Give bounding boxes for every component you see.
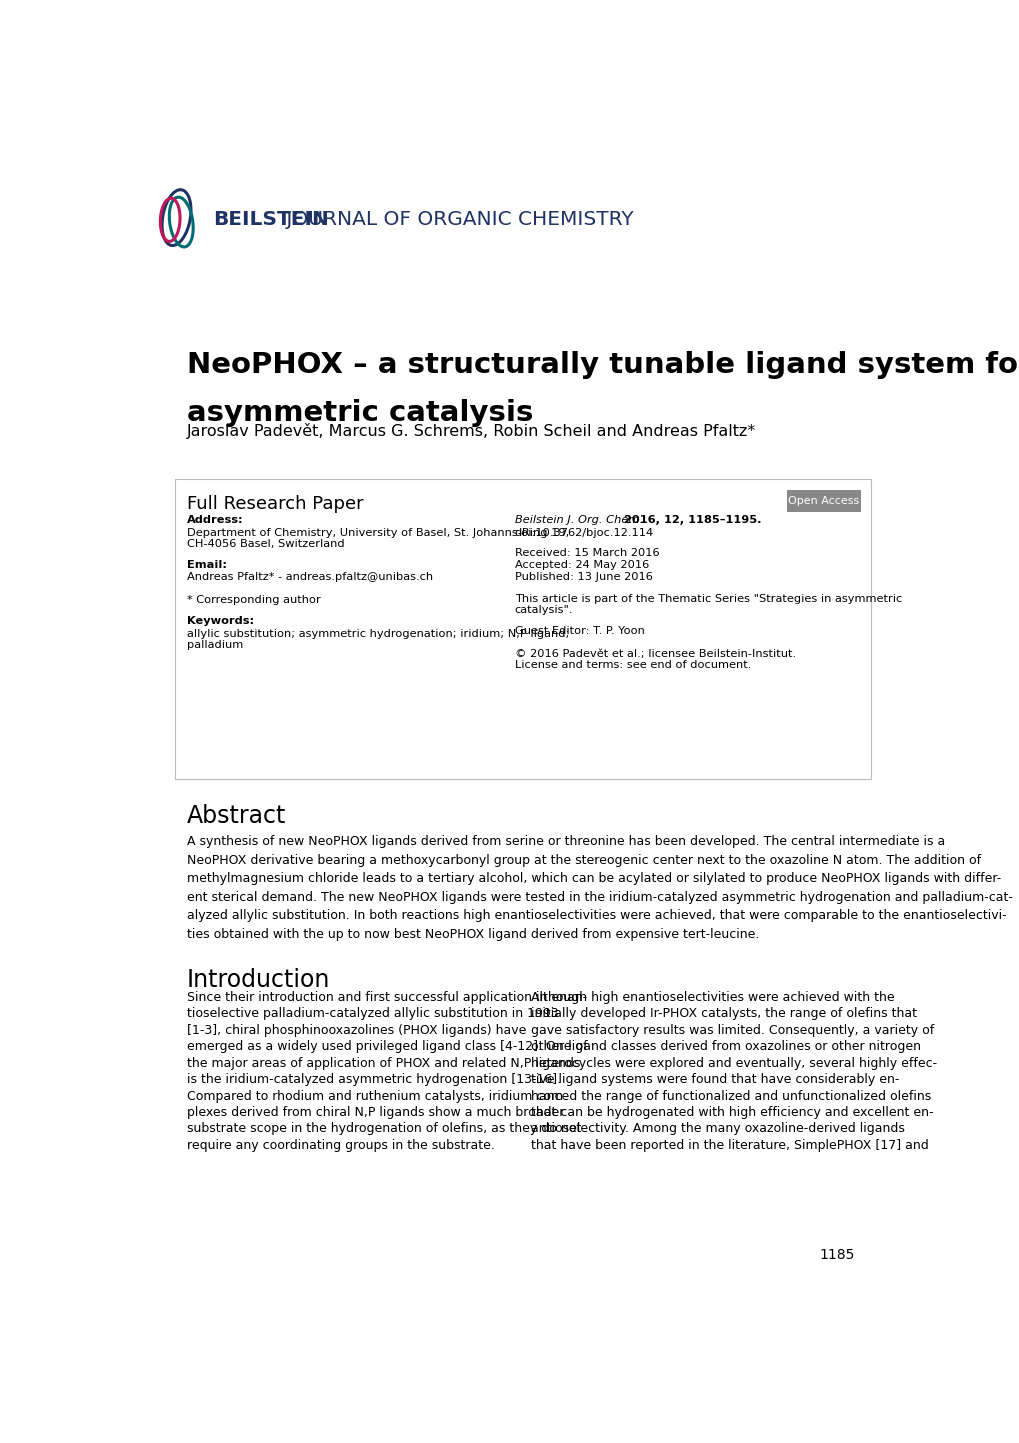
Text: Introduction: Introduction	[186, 968, 330, 991]
Text: 2016, 12, 1185–1195.: 2016, 12, 1185–1195.	[620, 515, 761, 525]
Text: Guest Editor: T. P. Yoon: Guest Editor: T. P. Yoon	[515, 626, 644, 636]
Text: Department of Chemistry, University of Basel, St. Johanns-Ring 19,: Department of Chemistry, University of B…	[186, 528, 569, 538]
Text: hanced the range of functionalized and unfunctionalized olefins: hanced the range of functionalized and u…	[530, 1089, 930, 1102]
Text: tive ligand systems were found that have considerably en-: tive ligand systems were found that have…	[530, 1074, 898, 1087]
Text: Open Access: Open Access	[788, 496, 859, 506]
Text: Email:: Email:	[186, 560, 226, 570]
Text: initially developed Ir-PHOX catalysts, the range of olefins that: initially developed Ir-PHOX catalysts, t…	[530, 1007, 916, 1020]
Text: substrate scope in the hydrogenation of olefins, as they do not: substrate scope in the hydrogenation of …	[186, 1123, 581, 1136]
Text: that have been reported in the literature, SimplePHOX [17] and: that have been reported in the literatur…	[530, 1139, 927, 1152]
Text: doi:10.3762/bjoc.12.114: doi:10.3762/bjoc.12.114	[515, 528, 653, 538]
Text: gave satisfactory results was limited. Consequently, a variety of: gave satisfactory results was limited. C…	[530, 1025, 933, 1038]
Text: palladium: palladium	[186, 639, 243, 649]
Text: asymmetric catalysis: asymmetric catalysis	[186, 398, 533, 427]
Text: This article is part of the Thematic Series "Strategies in asymmetric: This article is part of the Thematic Ser…	[515, 595, 901, 605]
Text: antioselectivity. Among the many oxazoline-derived ligands: antioselectivity. Among the many oxazoli…	[530, 1123, 904, 1136]
Text: plexes derived from chiral N,P ligands show a much broader: plexes derived from chiral N,P ligands s…	[186, 1105, 564, 1120]
Text: Published: 13 June 2016: Published: 13 June 2016	[515, 571, 652, 582]
Text: catalysis".: catalysis".	[515, 606, 573, 615]
Text: Full Research Paper: Full Research Paper	[186, 495, 363, 514]
Text: Keywords:: Keywords:	[186, 616, 254, 626]
Text: A synthesis of new NeoPHOX ligands derived from serine or threonine has been dev: A synthesis of new NeoPHOX ligands deriv…	[186, 835, 1012, 941]
Text: [1-3], chiral phosphinooxazolines (PHOX ligands) have: [1-3], chiral phosphinooxazolines (PHOX …	[186, 1025, 526, 1038]
Text: Jaroslav Padevět, Marcus G. Schrems, Robin Scheil and Andreas Pfaltz*: Jaroslav Padevět, Marcus G. Schrems, Rob…	[186, 423, 755, 439]
Text: Compared to rhodium and ruthenium catalysts, iridium com-: Compared to rhodium and ruthenium cataly…	[186, 1089, 567, 1102]
Text: © 2016 Padevět et al.; licensee Beilstein-Institut.: © 2016 Padevět et al.; licensee Beilstei…	[515, 649, 795, 658]
Text: that can be hydrogenated with high efficiency and excellent en-: that can be hydrogenated with high effic…	[530, 1105, 932, 1120]
Text: 1185: 1185	[818, 1248, 854, 1263]
Text: is the iridium-catalyzed asymmetric hydrogenation [13-16].: is the iridium-catalyzed asymmetric hydr…	[186, 1074, 560, 1087]
Text: tioselective palladium-catalyzed allylic substitution in 1993: tioselective palladium-catalyzed allylic…	[186, 1007, 557, 1020]
Text: the major areas of application of PHOX and related N,P ligands: the major areas of application of PHOX a…	[186, 1056, 580, 1069]
Text: require any coordinating groups in the substrate.: require any coordinating groups in the s…	[186, 1139, 494, 1152]
Text: emerged as a widely used privileged ligand class [4-12]. One of: emerged as a widely used privileged liga…	[186, 1040, 587, 1053]
Text: Beilstein J. Org. Chem.: Beilstein J. Org. Chem.	[515, 515, 642, 525]
Text: BEILSTEIN: BEILSTEIN	[213, 211, 328, 229]
Text: JOURNAL OF ORGANIC CHEMISTRY: JOURNAL OF ORGANIC CHEMISTRY	[280, 211, 634, 229]
Text: Andreas Pfaltz* - andreas.pfaltz@unibas.ch: Andreas Pfaltz* - andreas.pfaltz@unibas.…	[186, 571, 432, 582]
Text: Since their introduction and first successful application in enan-: Since their introduction and first succe…	[186, 991, 586, 1004]
Text: other ligand classes derived from oxazolines or other nitrogen: other ligand classes derived from oxazol…	[530, 1040, 920, 1053]
Text: Address:: Address:	[186, 515, 244, 525]
Text: Accepted: 24 May 2016: Accepted: 24 May 2016	[515, 560, 648, 570]
Text: NeoPHOX – a structurally tunable ligand system for: NeoPHOX – a structurally tunable ligand …	[186, 351, 1019, 380]
Text: Abstract: Abstract	[186, 804, 286, 828]
Text: * Corresponding author: * Corresponding author	[186, 596, 320, 606]
Text: allylic substitution; asymmetric hydrogenation; iridium; N,P ligand;: allylic substitution; asymmetric hydroge…	[186, 629, 569, 639]
Text: License and terms: see end of document.: License and terms: see end of document.	[515, 659, 750, 670]
FancyBboxPatch shape	[175, 479, 870, 779]
Text: Although high enantioselectivities were achieved with the: Although high enantioselectivities were …	[530, 991, 894, 1004]
Text: CH-4056 Basel, Switzerland: CH-4056 Basel, Switzerland	[186, 538, 344, 548]
Text: Received: 15 March 2016: Received: 15 March 2016	[515, 547, 659, 557]
FancyBboxPatch shape	[786, 489, 860, 512]
Text: heterocycles were explored and eventually, several highly effec-: heterocycles were explored and eventuall…	[530, 1056, 935, 1069]
